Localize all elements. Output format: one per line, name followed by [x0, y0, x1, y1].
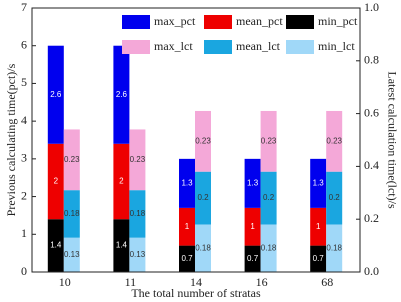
legend-label: max_pct — [154, 14, 196, 28]
value-label: 1.3 — [247, 178, 259, 187]
bar-segment — [326, 110, 343, 172]
bar-segment — [195, 110, 211, 172]
legend-label: max_lct — [154, 39, 193, 53]
y-tick-label: 6 — [21, 37, 27, 51]
legend-swatch — [286, 15, 314, 29]
bar-segment — [63, 190, 80, 238]
y2-tick-label: 1.0 — [364, 0, 379, 14]
bar-segment — [113, 143, 130, 220]
bar-segment — [47, 219, 64, 272]
bar-segment — [326, 224, 343, 272]
value-label: 0.7 — [247, 254, 259, 263]
value-label: 1.4 — [116, 241, 128, 250]
y2-tick-label: 0.8 — [364, 53, 379, 67]
bar-segment — [310, 207, 327, 246]
value-label: 0.7 — [313, 254, 325, 263]
y2-tick-label: 0.0 — [364, 264, 379, 278]
value-label: 0.23 — [261, 136, 277, 145]
y-tick-label: 5 — [21, 75, 27, 89]
legend-swatch — [286, 40, 314, 54]
bar-segment — [260, 171, 277, 225]
bar-segment — [260, 110, 277, 172]
bar-segment — [179, 207, 195, 246]
value-label: 0.18 — [195, 243, 211, 252]
value-label: 1.4 — [50, 241, 62, 250]
legend-label: min_pct — [318, 14, 358, 28]
value-label: 1 — [250, 222, 255, 231]
value-label: 0.18 — [64, 209, 80, 218]
legend-swatch — [122, 15, 150, 29]
bar-segment — [244, 158, 261, 208]
value-label: 0.13 — [64, 250, 80, 259]
legend-swatch — [204, 40, 232, 54]
bar-segment — [129, 237, 146, 272]
y-tick-label: 3 — [21, 151, 27, 165]
bar-segment — [195, 224, 211, 272]
value-label: 0.2 — [329, 193, 341, 202]
value-label: 1 — [185, 222, 190, 231]
value-label: 0.23 — [195, 136, 211, 145]
value-label: 0.2 — [197, 193, 209, 202]
bar-segment — [195, 171, 211, 225]
legend-label: min_lct — [318, 39, 355, 53]
y-tick-label: 0 — [21, 264, 27, 278]
value-label: 0.18 — [130, 209, 146, 218]
legend-label: mean_lct — [236, 39, 281, 53]
x-tick-label: 14 — [190, 275, 202, 289]
x-tick-label: 68 — [321, 275, 333, 289]
bar-segment — [260, 224, 277, 272]
value-label: 2.6 — [116, 90, 128, 99]
y-axis-title: Previous calculating time(pct)/s — [4, 63, 18, 216]
value-label: 1.3 — [181, 178, 193, 187]
y2-axis-title: Latest calculation time(lct)/s — [385, 71, 399, 209]
legend-swatch — [204, 15, 232, 29]
bar-segment — [47, 45, 64, 144]
plot-frame — [31, 7, 361, 273]
value-label: 0.23 — [326, 136, 342, 145]
value-label: 1 — [316, 222, 321, 231]
value-label: 0.2 — [263, 193, 275, 202]
bar-segment — [310, 245, 327, 272]
y-tick-label: 1 — [21, 226, 27, 240]
bar-segment — [113, 45, 130, 144]
bar-segment — [63, 129, 80, 191]
y-tick-label: 7 — [21, 0, 27, 14]
x-tick-label: 10 — [59, 275, 71, 289]
value-label: 1.3 — [313, 178, 325, 187]
bar-segment — [326, 171, 343, 225]
bar-segment — [47, 143, 64, 220]
x-tick-label: 16 — [256, 275, 268, 289]
value-label: 2.6 — [50, 90, 62, 99]
legend-label: mean_pct — [236, 14, 283, 28]
value-label: 0.18 — [326, 243, 342, 252]
bar-segment — [244, 245, 261, 272]
value-label: 0.18 — [261, 243, 277, 252]
y2-tick-label: 0.6 — [364, 105, 379, 119]
y-tick-label: 2 — [21, 188, 27, 202]
value-label: 0.23 — [64, 155, 80, 164]
y2-tick-label: 0.2 — [364, 211, 379, 225]
bar-segment — [113, 219, 130, 272]
x-axis-title: The total number of stratas — [131, 286, 261, 300]
value-label: 0.13 — [130, 250, 146, 259]
bar-segment — [310, 158, 327, 208]
bar-segment — [129, 190, 146, 238]
value-label: 2 — [54, 177, 59, 186]
x-tick-label: 11 — [125, 275, 137, 289]
value-label: 2 — [119, 177, 124, 186]
bar-segment — [179, 158, 195, 208]
legend-swatch — [122, 40, 150, 54]
value-label: 0.7 — [181, 254, 193, 263]
y-tick-label: 4 — [21, 113, 27, 127]
value-label: 0.23 — [130, 155, 146, 164]
bar-segment — [129, 129, 146, 191]
bar-segment — [179, 245, 195, 272]
bar-segment — [63, 237, 80, 272]
bar-segment — [244, 207, 261, 246]
y2-tick-label: 0.4 — [364, 158, 379, 172]
